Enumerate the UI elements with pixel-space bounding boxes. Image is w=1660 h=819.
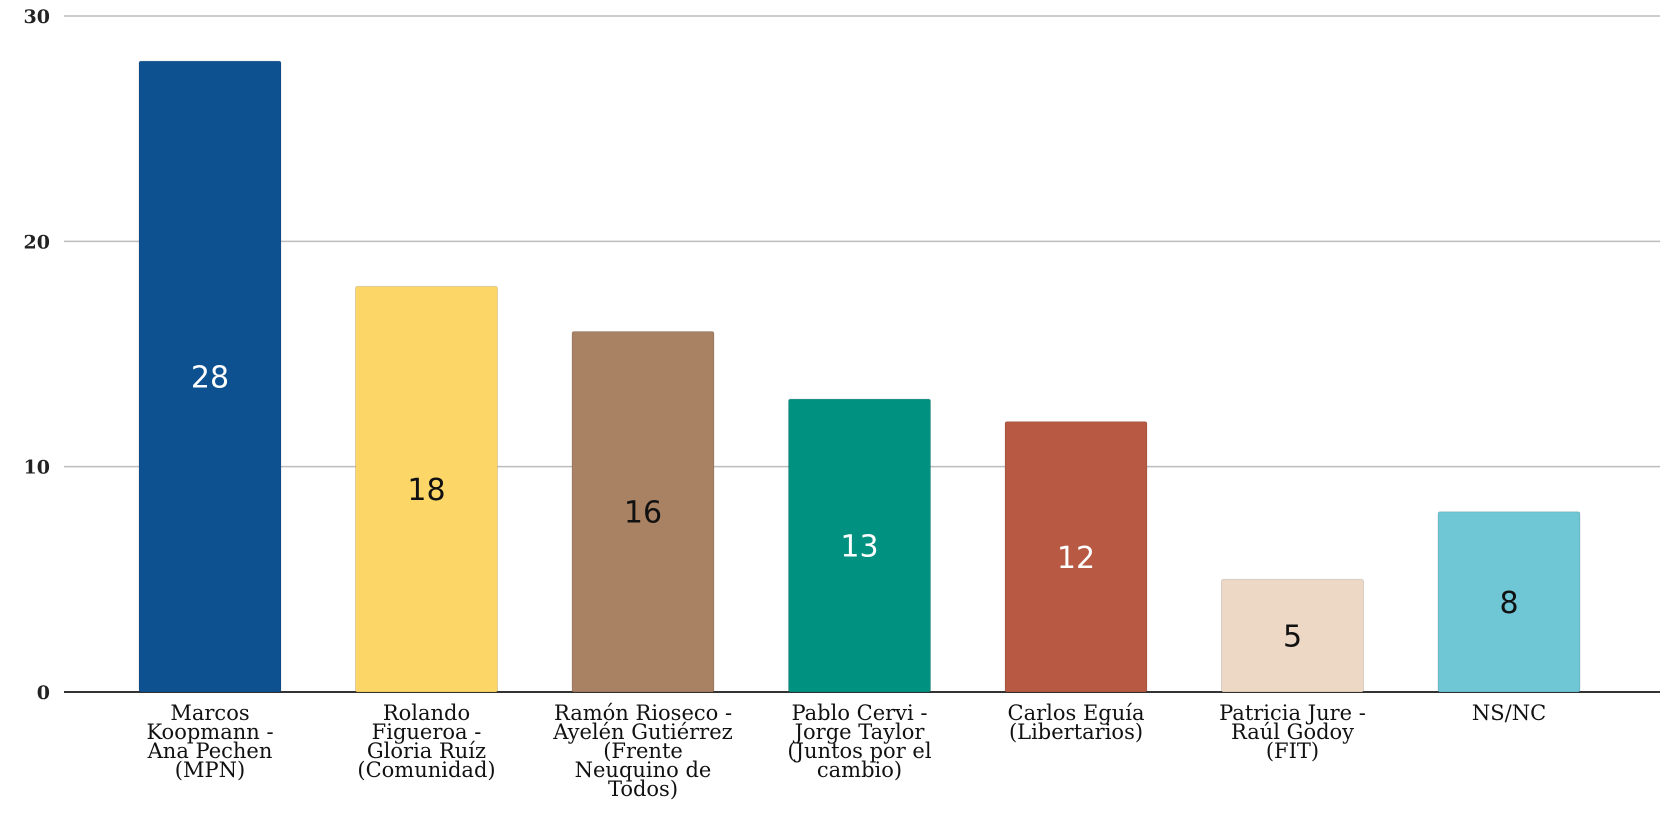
bar-value-label: 28 (191, 361, 229, 396)
x-category-label: Patricia Jure -Raúl Godoy (FIT) (1219, 701, 1366, 763)
bar-value-label: 18 (407, 473, 445, 508)
bar (355, 285, 498, 693)
x-category-label: Rolando Figueroa -Gloria Ruíz (Comunidad) (357, 701, 495, 782)
bar-value-label: 13 (840, 530, 878, 565)
bar (1437, 511, 1581, 693)
y-tick-label: 0 (37, 682, 50, 704)
bar (571, 330, 715, 693)
y-tick-label: 20 (24, 231, 50, 253)
bar (1004, 421, 1148, 693)
x-category-label: Carlos Eguía (Libertarios) (1008, 701, 1145, 744)
y-tick-label: 10 (24, 457, 50, 479)
bar-value-label: 12 (1057, 541, 1095, 576)
bar (138, 60, 282, 693)
x-category-label: NS/NC (1472, 701, 1546, 725)
bar (1221, 578, 1364, 693)
x-category-label: Ramón Rioseco -Ayelén Gutiérrez (Frente Ne… (552, 701, 732, 801)
bar-value-label: 8 (1499, 586, 1518, 621)
y-axis-ticks: 0 10 20 30 (24, 6, 50, 704)
bars (138, 60, 1581, 693)
value-labels: 28 18 16 13 12 5 8 (191, 361, 1519, 655)
y-tick-label: 30 (24, 6, 50, 28)
bar (788, 398, 931, 693)
x-category-label: Marcos Koopmann -Ana Pechen (MPN) (146, 701, 273, 782)
bar-value-label: 5 (1283, 620, 1302, 655)
bar-value-label: 16 (624, 496, 662, 531)
x-category-label: Pablo Cervi -Jorge Taylor (Juntos por el c… (787, 701, 931, 782)
x-axis-labels: Marcos Koopmann -Ana Pechen (MPN) Rolando Fi… (146, 701, 1546, 801)
